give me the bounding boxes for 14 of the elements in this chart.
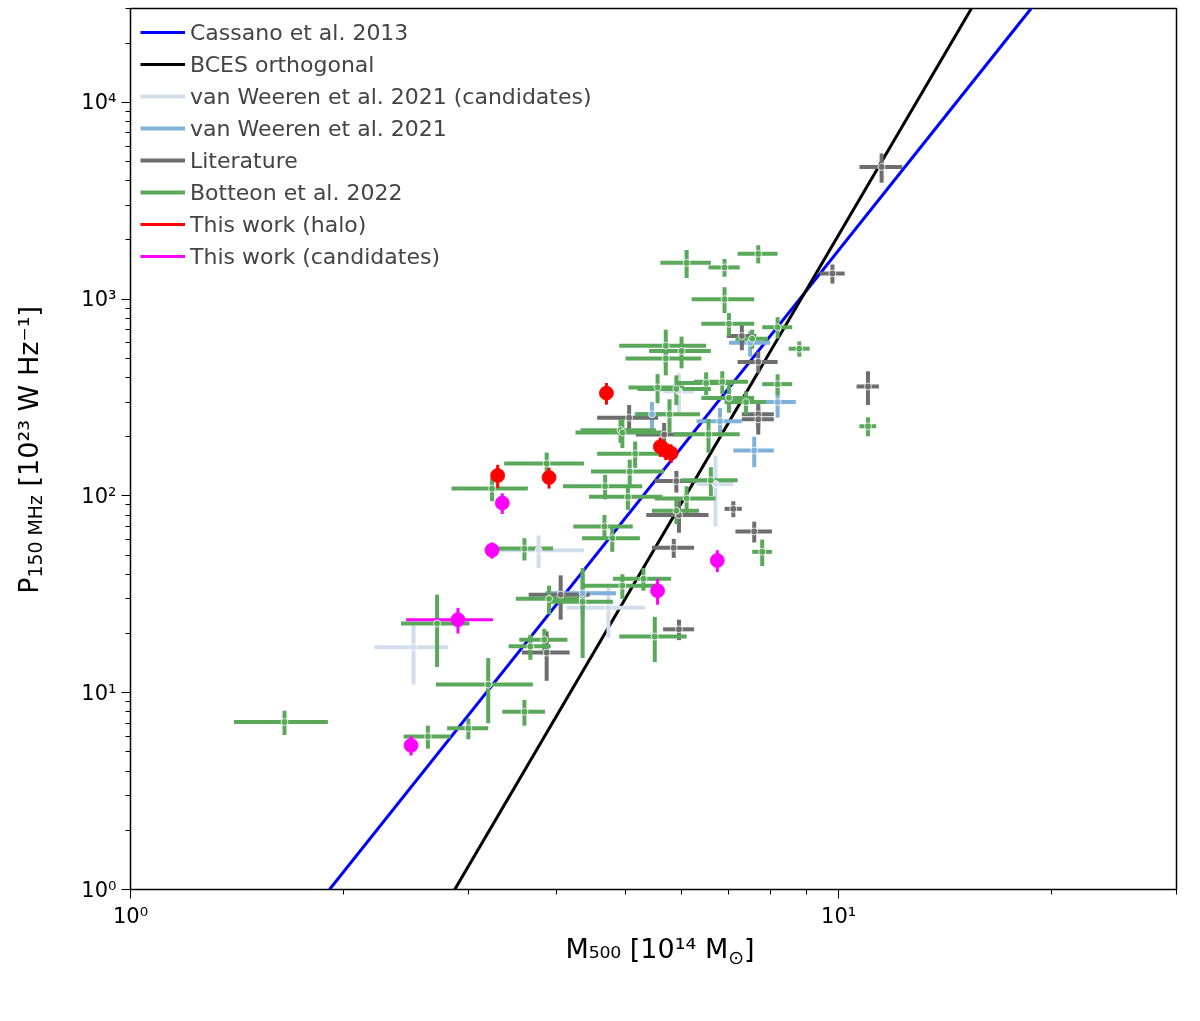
legend-label: This work (candidates) xyxy=(190,242,441,270)
legend-label: van Weeren et al. 2021 (candidates) xyxy=(190,82,592,110)
legend-label: Cassano et al. 2013 xyxy=(190,18,409,46)
legend-label: BCES orthogonal xyxy=(190,50,375,78)
legend-label: Botteon et al. 2022 xyxy=(190,178,403,206)
x-axis-title: M₅₀₀ [10¹⁴ M$_{⊙}$] xyxy=(565,932,755,971)
y-tick-label: 10⁴ xyxy=(81,90,117,115)
y-tick-label: 10⁰ xyxy=(81,877,117,902)
legend-label: This work (halo) xyxy=(190,210,367,238)
legend-label: Literature xyxy=(190,146,298,174)
y-tick-label: 10¹ xyxy=(81,680,117,705)
y-tick-label: 10² xyxy=(81,483,117,508)
y-tick-label: 10³ xyxy=(81,287,117,312)
legend-label: van Weeren et al. 2021 xyxy=(190,114,447,142)
